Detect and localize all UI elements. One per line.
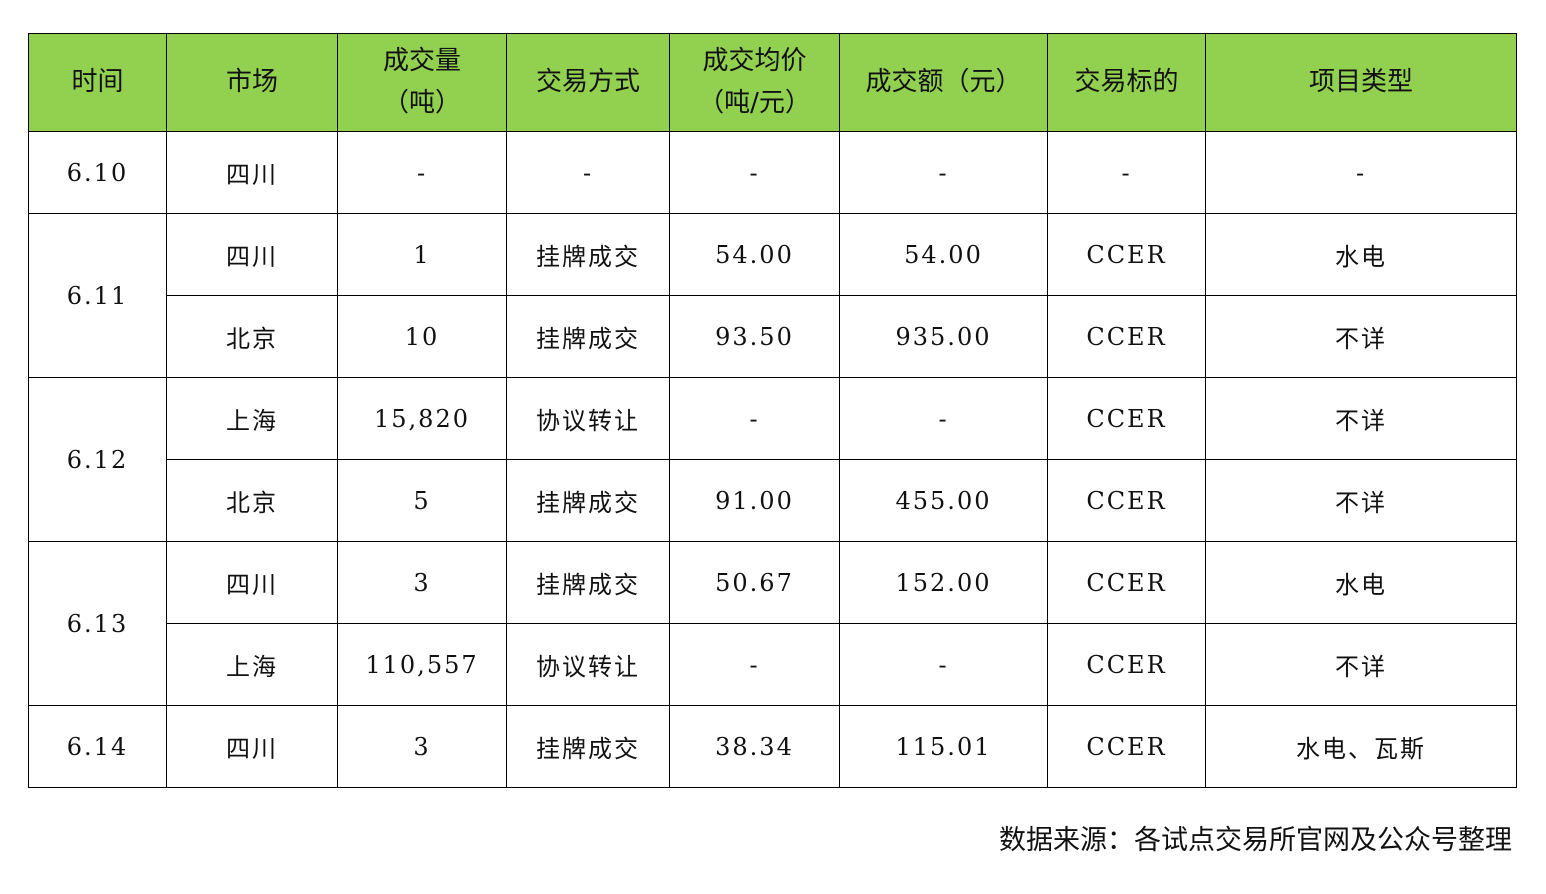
table-row: 上海 110,557 协议转让 - - CCER 不详 (29, 623, 1517, 706)
table-cell: 50.67 (669, 541, 840, 624)
table-cell: 1 (337, 213, 507, 296)
table-cell: 不详 (1205, 377, 1517, 460)
table-cell: - (506, 131, 670, 214)
table-cell: 3 (337, 541, 507, 624)
table-cell: - (1047, 131, 1206, 214)
table-cell: CCER (1047, 459, 1206, 542)
table-cell: - (839, 377, 1048, 460)
table-cell: 110,557 (337, 623, 507, 706)
table-cell: 北京 (166, 295, 338, 378)
table-cell: - (669, 377, 840, 460)
date-cell: 6.12 (28, 377, 167, 542)
table-cell: 不详 (1205, 623, 1517, 706)
table-row: 北京 10 挂牌成交 93.50 935.00 CCER 不详 (29, 295, 1517, 378)
table-cell: - (669, 131, 840, 214)
table-cell: 四川 (166, 213, 338, 296)
table-cell: - (839, 623, 1048, 706)
table-cell: 水电、瓦斯 (1205, 705, 1517, 788)
table-cell: 挂牌成交 (506, 295, 670, 378)
column-header: 成交量 （吨） (337, 33, 507, 132)
column-header: 项目类型 (1205, 33, 1517, 132)
table-cell: CCER (1047, 705, 1206, 788)
table-cell: CCER (1047, 377, 1206, 460)
table-cell: 挂牌成交 (506, 541, 670, 624)
date-cell: 6.10 (28, 131, 167, 214)
column-header: 时间 (28, 33, 167, 132)
table-cell: 挂牌成交 (506, 459, 670, 542)
table-cell: 上海 (166, 623, 338, 706)
trading-table: 时间 市场 成交量 （吨） 交易方式 成交均价 （吨/元） 成交额（元） 交易标的 项目类型 … (28, 33, 1517, 788)
table-cell: CCER (1047, 623, 1206, 706)
table-cell: 水电 (1205, 213, 1517, 296)
table-cell: 挂牌成交 (506, 705, 670, 788)
table-row: 6.14 四川 3 挂牌成交 38.34 115.01 CCER 水电、瓦斯 (28, 705, 1517, 788)
table-cell: 152.00 (839, 541, 1048, 624)
table-cell: 北京 (166, 459, 338, 542)
table-cell: 54.00 (839, 213, 1048, 296)
table-row: 6.11 四川 1 挂牌成交 54.00 54.00 CCER 水电 (28, 213, 1517, 378)
date-cell: 6.14 (28, 705, 167, 788)
table-cell: 四川 (166, 541, 338, 624)
table-cell: 不详 (1205, 295, 1517, 378)
table-cell: - (669, 623, 840, 706)
column-header: 交易标的 (1047, 33, 1206, 132)
table-cell: 水电 (1205, 541, 1517, 624)
table-cell: 455.00 (839, 459, 1048, 542)
data-source-note: 数据来源：各试点交易所官网及公众号整理 (999, 825, 1512, 856)
table-cell: 协议转让 (506, 623, 670, 706)
table-row: 北京 5 挂牌成交 91.00 455.00 CCER 不详 (29, 459, 1517, 542)
table-cell: 挂牌成交 (506, 213, 670, 296)
table-cell: 3 (337, 705, 507, 788)
table-cell: 15,820 (337, 377, 507, 460)
table-row: 6.13 四川 3 挂牌成交 50.67 152.00 CCER 水电 (28, 541, 1517, 706)
header-row: 时间 市场 成交量 （吨） 交易方式 成交均价 （吨/元） 成交额（元） 交易标的 项目类型 (28, 33, 1517, 132)
table-cell: 91.00 (669, 459, 840, 542)
column-header: 成交额（元） (839, 33, 1048, 132)
table-cell: 93.50 (669, 295, 840, 378)
table-cell: 10 (337, 295, 507, 378)
table-cell: 四川 (166, 705, 338, 788)
date-cell: 6.13 (28, 541, 167, 706)
table-cell: CCER (1047, 213, 1206, 296)
table-cell: - (839, 131, 1048, 214)
table-row: 6.10 四川 - - - - - - (28, 131, 1517, 214)
table-cell: CCER (1047, 295, 1206, 378)
table-row: 6.12 上海 15,820 协议转让 - - CCER 不详 (28, 377, 1517, 542)
column-header: 交易方式 (506, 33, 670, 132)
table-cell: 5 (337, 459, 507, 542)
table-cell: 115.01 (839, 705, 1048, 788)
table-cell: 上海 (166, 377, 338, 460)
column-header: 成交均价 （吨/元） (669, 33, 840, 132)
table-cell: CCER (1047, 541, 1206, 624)
date-cell: 6.11 (28, 213, 167, 378)
table-cell: 不详 (1205, 459, 1517, 542)
table-cell: - (337, 131, 507, 214)
table-cell: 54.00 (669, 213, 840, 296)
table-cell: 935.00 (839, 295, 1048, 378)
column-header: 市场 (166, 33, 338, 132)
table-cell: - (1205, 131, 1517, 214)
table-cell: 协议转让 (506, 377, 670, 460)
table-cell: 38.34 (669, 705, 840, 788)
table-cell: 四川 (166, 131, 338, 214)
